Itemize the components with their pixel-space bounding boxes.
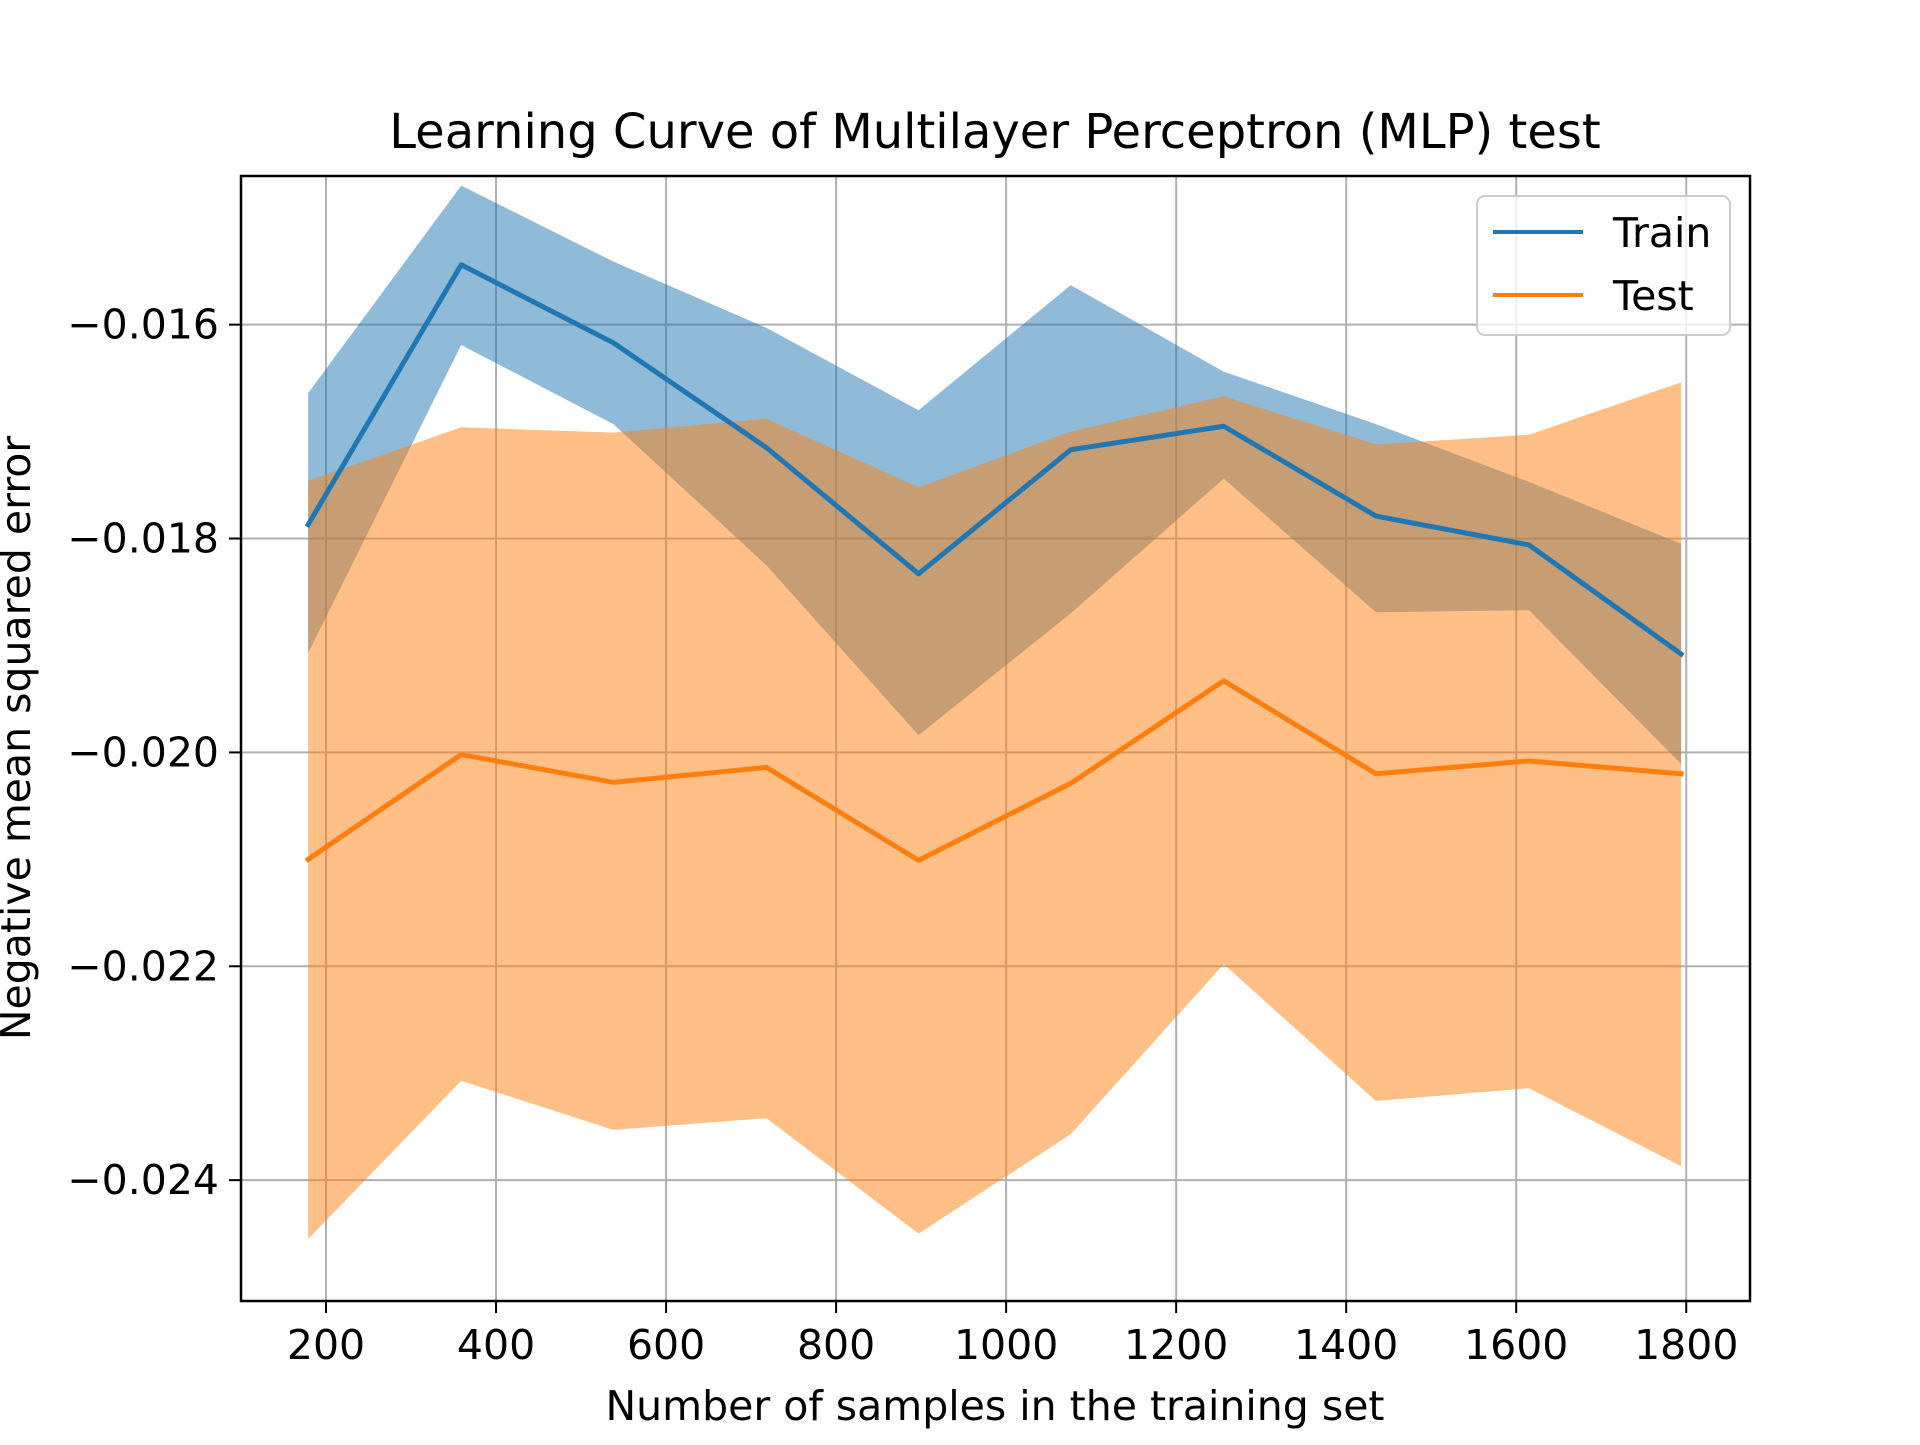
x-tick-label: 1600	[1464, 1321, 1568, 1369]
y-tick-label: −0.018	[67, 515, 219, 563]
x-tick-label: 1400	[1294, 1321, 1398, 1369]
x-tick-label: 1200	[1124, 1321, 1228, 1369]
x-tick-label: 1000	[954, 1321, 1058, 1369]
legend: Train Test	[1477, 196, 1730, 335]
y-tick-label: −0.022	[67, 942, 219, 990]
x-tick-label: 600	[627, 1321, 705, 1369]
y-axis-label: Negative mean squared error	[0, 436, 40, 1040]
y-tick-label: −0.016	[67, 301, 219, 349]
legend-label-test: Test	[1612, 272, 1694, 320]
legend-label-train: Train	[1612, 209, 1711, 257]
x-tick-label: 800	[797, 1321, 875, 1369]
x-tick-label: 1800	[1634, 1321, 1738, 1369]
x-axis-label: Number of samples in the training set	[606, 1382, 1385, 1430]
y-tick-label: −0.020	[67, 728, 219, 776]
y-tick-label: −0.024	[67, 1156, 219, 1204]
x-tick-label: 400	[457, 1321, 535, 1369]
x-tick-label: 200	[287, 1321, 365, 1369]
chart-title: Learning Curve of Multilayer Perceptron …	[389, 104, 1600, 160]
